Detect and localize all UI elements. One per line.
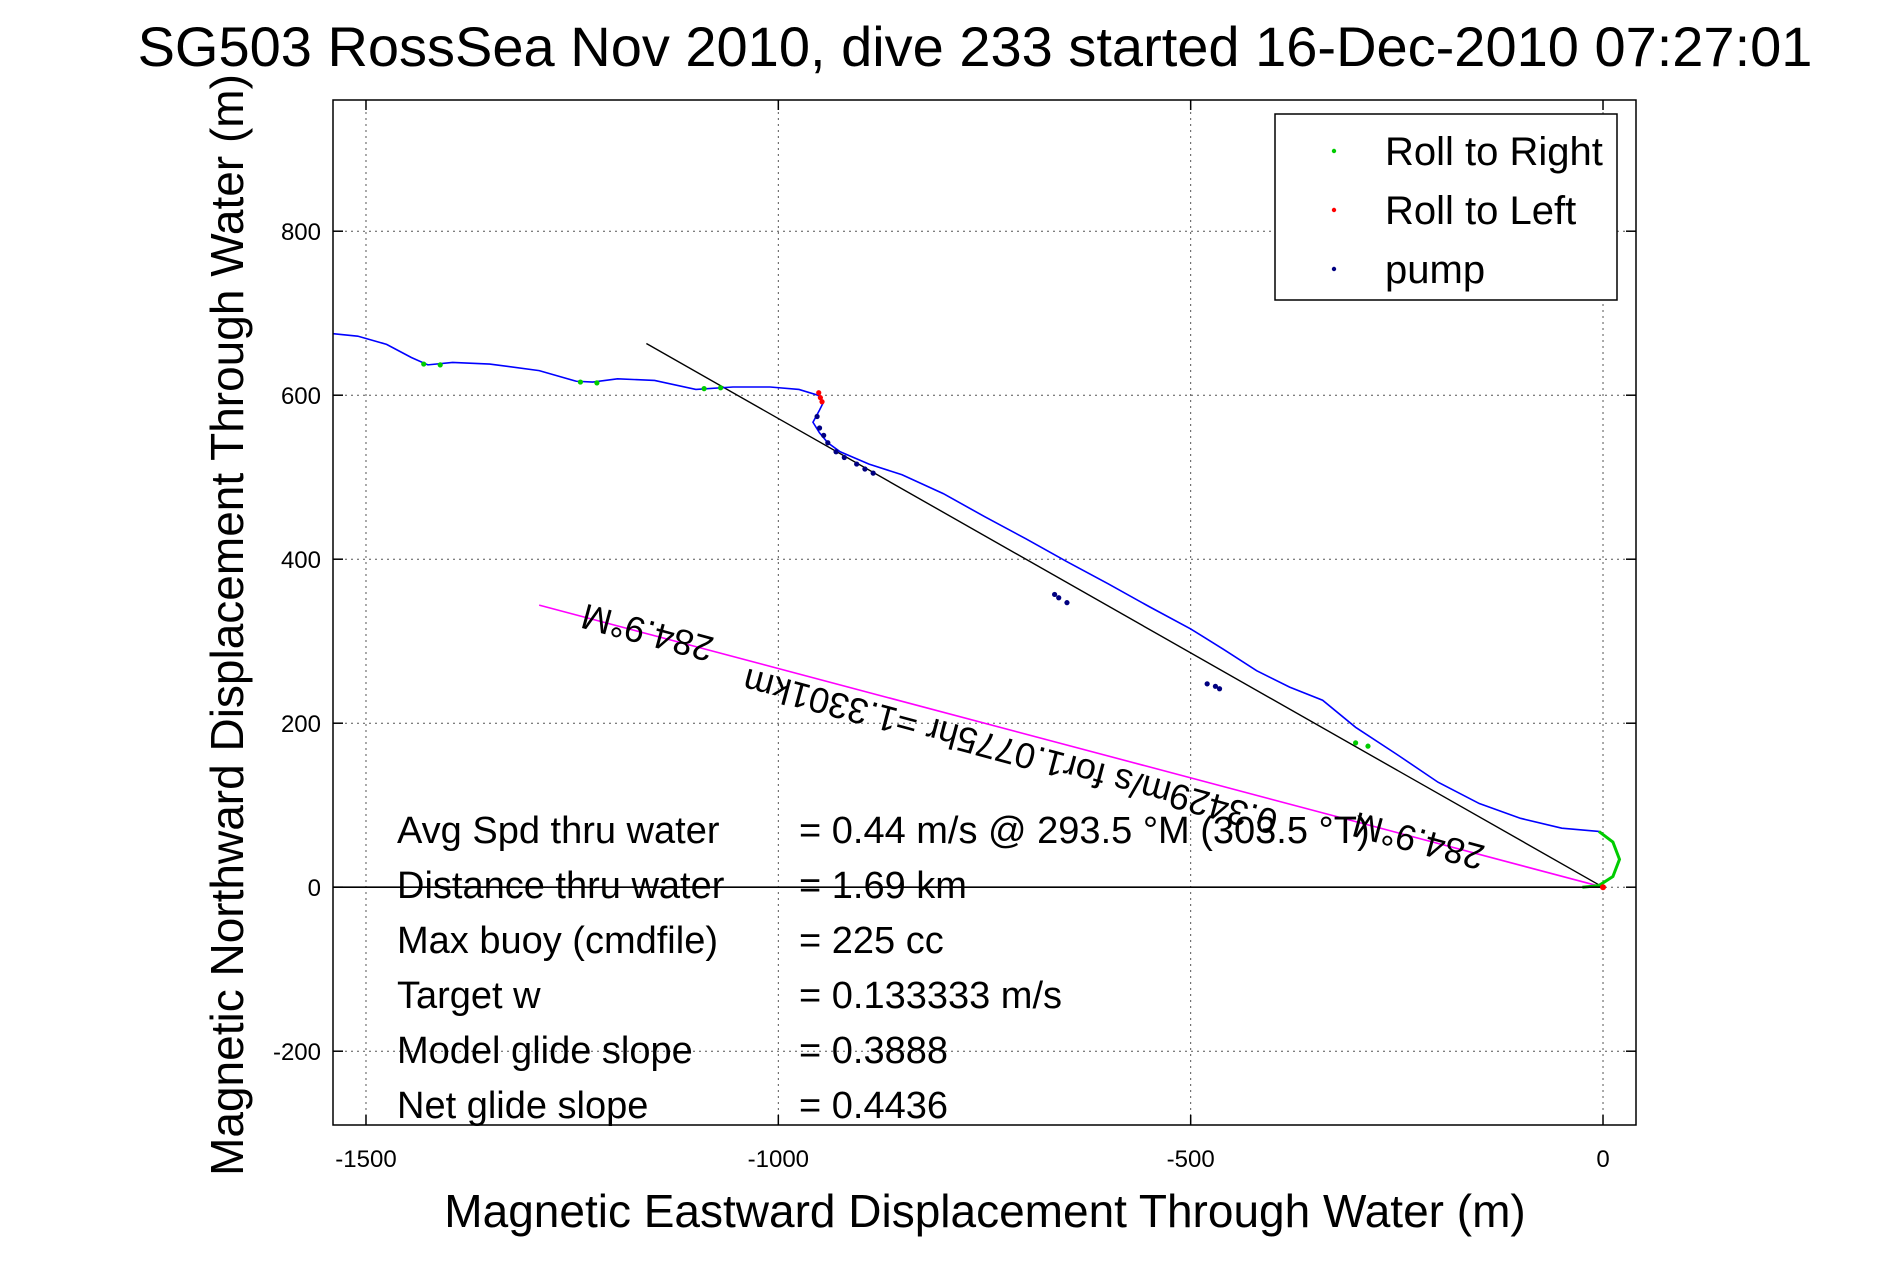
heading-line — [538, 604, 1604, 888]
pump-point — [862, 466, 868, 472]
stats-value: = 0.133333 m/s — [799, 975, 1062, 1017]
legend-label: Roll to Left — [1385, 189, 1576, 233]
roll-left-point — [819, 399, 825, 405]
roll-right-point — [718, 385, 724, 391]
x-tick-label: -1500 — [335, 1146, 396, 1173]
stats-label: Model glide slope — [397, 1030, 693, 1072]
stats-panel: Avg Spd thru water = 0.44 m/s @ 293.5 °M … — [397, 810, 1370, 1127]
pump-point — [854, 461, 860, 467]
stats-label: Distance thru water — [397, 865, 725, 907]
stats-value: = 0.44 m/s @ 293.5 °M (303.5 °T) — [799, 810, 1370, 852]
stats-value: = 1.69 km — [799, 865, 967, 907]
pump-point — [1056, 595, 1062, 601]
pump-point — [821, 432, 827, 438]
stats-label: Max buoy (cmdfile) — [397, 920, 718, 962]
pump-point — [1216, 686, 1223, 692]
roll-right-point — [577, 379, 584, 385]
pump-point — [1051, 591, 1058, 598]
x-tick-label: -1000 — [748, 1146, 809, 1173]
pump-point — [1064, 600, 1070, 606]
legend-label: Roll to Right — [1385, 130, 1603, 174]
x-tick-label: -500 — [1167, 1146, 1215, 1173]
roll-right-point — [421, 361, 427, 367]
chart-title: SG503 RossSea Nov 2010, dive 233 started… — [138, 15, 1813, 78]
pump-point — [1212, 683, 1219, 689]
y-tick-label: 800 — [281, 219, 321, 246]
stats-value: = 0.3888 — [799, 1030, 948, 1072]
stats-value: = 225 cc — [799, 920, 944, 962]
roll-right-point — [1353, 740, 1359, 746]
stats-value: = 0.4436 — [799, 1085, 948, 1127]
x-axis-label: Magnetic Eastward Displacement Through W… — [444, 1185, 1525, 1237]
pump-point — [825, 440, 831, 446]
legend-marker — [1331, 207, 1337, 213]
series-return-loop — [1582, 830, 1622, 889]
legend-marker — [1331, 266, 1337, 272]
pump-point — [833, 449, 839, 455]
pump-point — [814, 413, 820, 420]
pump-point — [841, 454, 847, 461]
legend: Roll to Right Roll to Left pump — [1274, 113, 1618, 301]
y-tick-label: 600 — [281, 383, 321, 410]
roll-right-point — [437, 362, 443, 368]
legend-marker — [1331, 148, 1337, 154]
y-tick-label: 400 — [281, 547, 321, 574]
stats-label: Net glide slope — [397, 1085, 648, 1127]
y-tick-label: 200 — [281, 711, 321, 738]
origin-point — [1600, 884, 1607, 891]
y-tick-label: 0 — [308, 875, 321, 902]
legend-label: pump — [1385, 248, 1485, 292]
roll-left-point — [817, 395, 823, 401]
y-axis-label: Magnetic Northward Displacement Through … — [201, 74, 253, 1176]
tick-layer: -1500 -1000 -500 0 -200 0 200 400 600 800 — [273, 100, 1636, 1173]
roll-right-point — [701, 386, 707, 392]
plot-frame — [332, 99, 1637, 1126]
pump-point — [870, 470, 876, 476]
stats-label: Target w — [397, 975, 541, 1017]
stats-label: Avg Spd thru water — [397, 810, 720, 852]
roll-right-point — [1365, 743, 1371, 749]
roll-right-point — [594, 380, 600, 386]
y-tick-label: -200 — [273, 1039, 321, 1066]
pump-point — [816, 425, 823, 431]
pump-point — [1204, 681, 1210, 687]
net-track-line — [646, 342, 1604, 888]
x-tick-label: 0 — [1596, 1146, 1609, 1173]
roll-left-point — [816, 390, 822, 396]
